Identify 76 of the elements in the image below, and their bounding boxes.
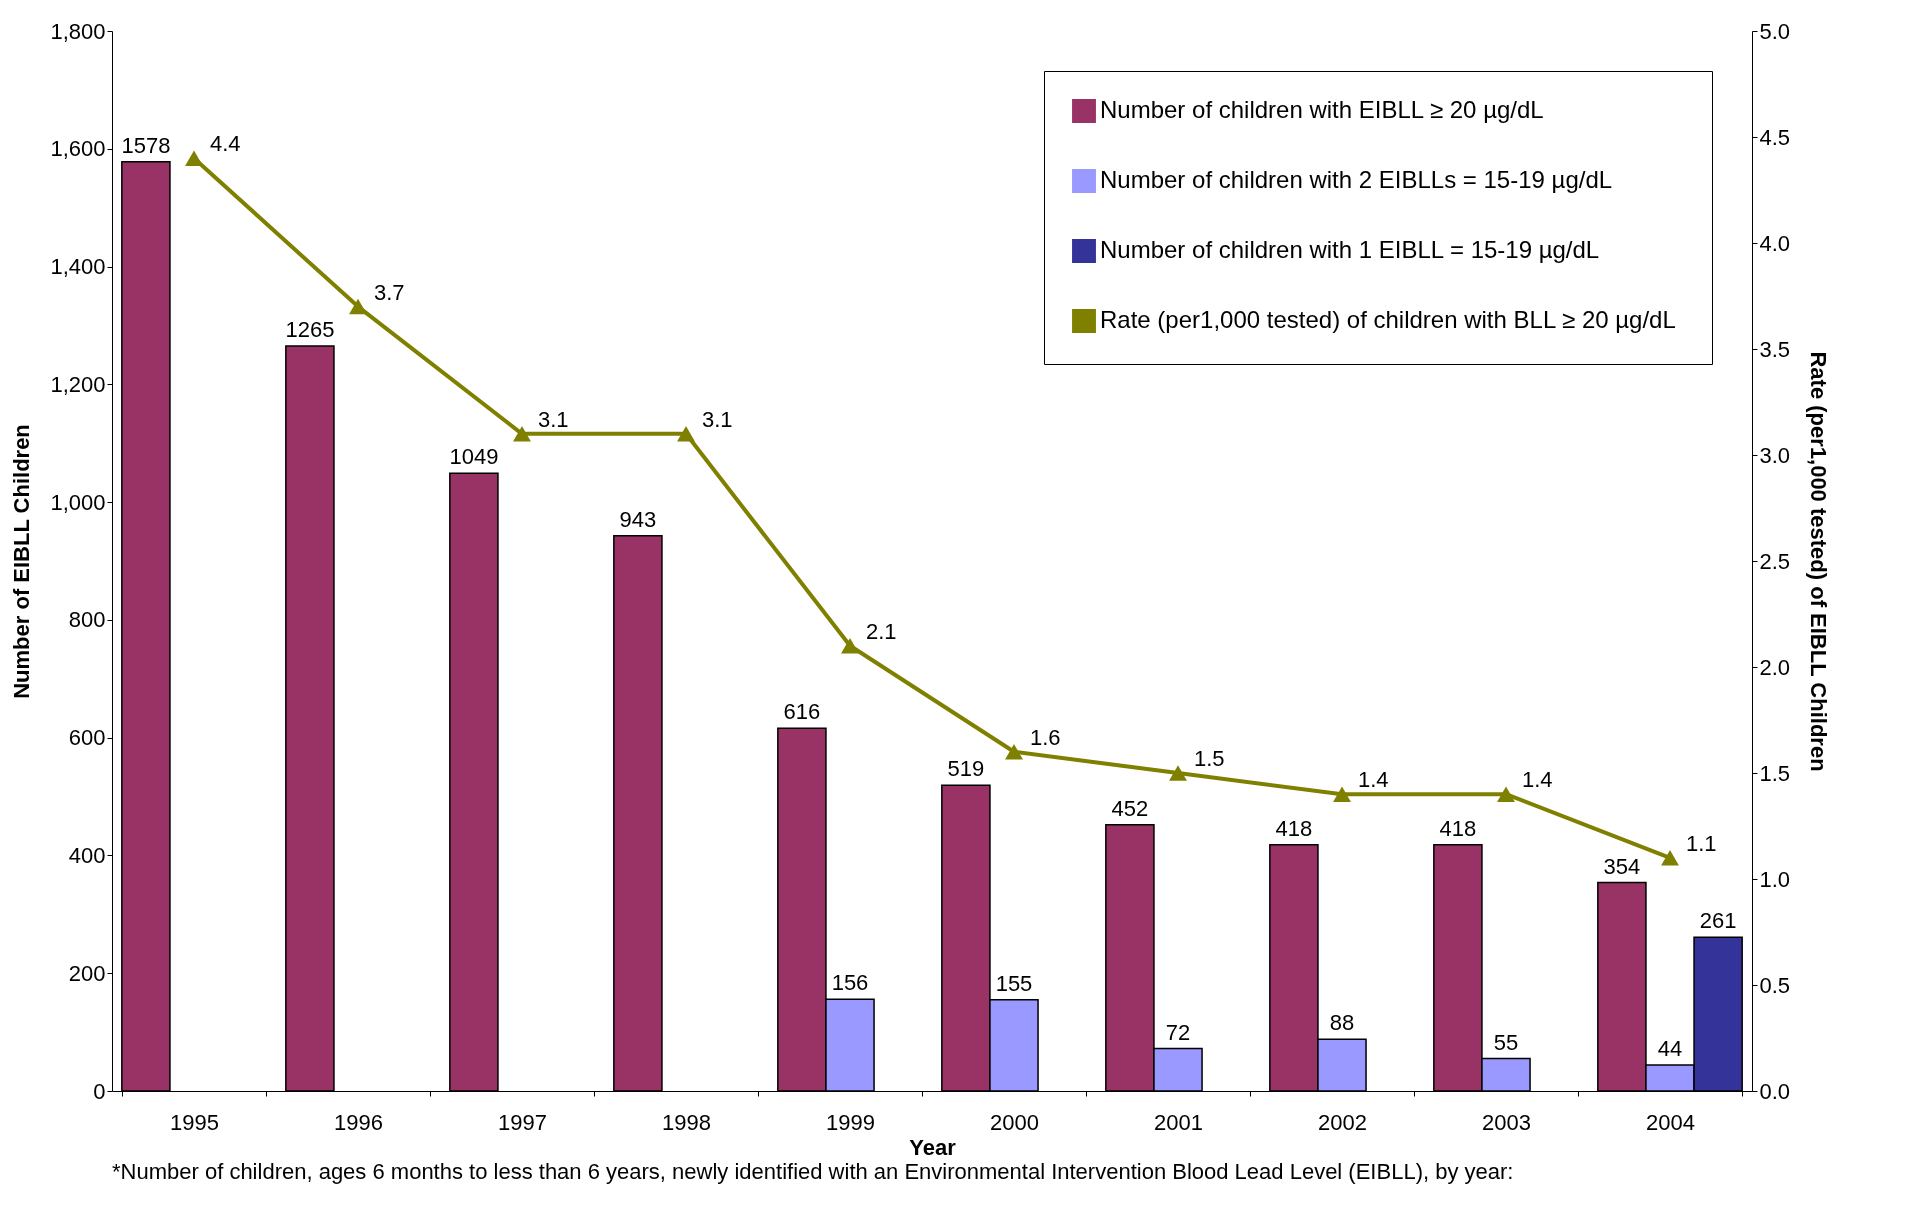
y2-tick-label: 4.0 [1759, 230, 1791, 256]
point [1005, 744, 1023, 760]
y2-tick-label: 0.0 [1759, 1078, 1791, 1104]
y2-tick-label: 2.5 [1759, 548, 1791, 574]
y-tick-label: 1,000 [50, 489, 106, 515]
data-label: 3.1 [538, 406, 569, 432]
data-label: 354 [1603, 853, 1641, 879]
data-label: 1.4 [1522, 767, 1553, 793]
data-label: 418 [1439, 815, 1477, 841]
data-label: 1265 [285, 317, 335, 343]
y2-tick-label: 5.0 [1759, 18, 1791, 44]
y2-tick-label: 3.5 [1759, 336, 1791, 362]
legend-label: Rate (per1,000 tested) of children with BLL ≥ 20 µg/dL [1100, 306, 1676, 333]
text: *Number of children, ages 6 months to less than 6 years, newly identified with an Environmental Intervention Blood Lead Level (EIBLL), by year: [112, 1159, 1514, 1184]
x-tick-label: 2001 [1154, 1109, 1203, 1135]
y2-axis-title: Rate (per1,000 tested) of EIBLL Children [1806, 351, 1832, 772]
y-tick-label: 400 [68, 842, 106, 868]
data-label: 943 [619, 506, 657, 532]
data-label: 519 [947, 756, 985, 782]
x-tick-label: 1996 [334, 1109, 383, 1135]
data-label: 616 [783, 699, 821, 725]
point [1497, 786, 1515, 802]
y2-tick-label: 0.5 [1759, 972, 1791, 998]
y2-tick-label: 3.0 [1759, 442, 1791, 468]
y2-tick-label: 1.5 [1759, 760, 1791, 786]
point [513, 426, 531, 442]
legend-label: Number of children with 1 EIBLL = 15-19 µg/dL [1100, 236, 1600, 263]
data-label: 3.7 [374, 279, 405, 305]
data-label: 155 [995, 970, 1033, 996]
data-label: 452 [1111, 795, 1149, 821]
data-label: 418 [1275, 815, 1313, 841]
y-axis-title: Number of EIBLL Children [9, 424, 35, 699]
data-label: 1049 [449, 444, 499, 470]
y2-tick-label: 2.0 [1759, 654, 1791, 680]
y-tick-label: 600 [68, 725, 106, 751]
y-tick-label: 1,600 [50, 136, 106, 162]
legend-label: Number of children with 2 EIBLLs = 15-19 µg/dL [1100, 166, 1613, 193]
data-label: 88 [1329, 1010, 1355, 1036]
point [349, 298, 367, 315]
x-tick-label: 2000 [990, 1109, 1039, 1135]
y-tick-label: 1,800 [50, 18, 106, 44]
x-tick-label: 1995 [170, 1109, 219, 1135]
data-label: 44 [1657, 1036, 1683, 1062]
x-tick-label: 2002 [1318, 1109, 1367, 1135]
point [1333, 786, 1351, 802]
point [841, 638, 859, 654]
data-label: 3.1 [702, 406, 733, 432]
x-axis-title: Year [909, 1134, 957, 1160]
y-tick-label: 200 [68, 960, 106, 986]
data-label: 1.6 [1030, 724, 1061, 750]
y-tick-label: 0 [93, 1078, 106, 1104]
point [185, 150, 203, 166]
data-label: 1578 [121, 132, 171, 158]
x-tick-label: 1997 [498, 1109, 547, 1135]
data-label: 1.4 [1358, 767, 1389, 793]
data-label: 2.1 [866, 618, 897, 644]
data-label: 55 [1493, 1029, 1519, 1055]
data-label: 4.4 [210, 131, 241, 157]
y-tick-label: 800 [68, 607, 106, 633]
point [677, 426, 695, 442]
x-tick-label: 2004 [1646, 1109, 1695, 1135]
y-tick-label: 1,400 [50, 254, 106, 280]
point [1661, 850, 1679, 866]
data-label: 1.1 [1686, 830, 1717, 856]
y2-tick-label: 1.0 [1759, 866, 1791, 892]
x-tick-label: 2003 [1482, 1109, 1531, 1135]
x-tick-label: 1999 [826, 1109, 875, 1135]
y2-tick-label: 4.5 [1759, 124, 1791, 150]
y-tick-label: 1,200 [50, 371, 106, 397]
data-label: 261 [1699, 908, 1737, 934]
legend-label: Number of children with EIBLL ≥ 20 µg/dL [1100, 96, 1544, 123]
data-label: 1.5 [1194, 746, 1225, 771]
data-label: 72 [1165, 1019, 1191, 1045]
data-label: 156 [831, 970, 869, 996]
x-tick-label: 1998 [662, 1109, 711, 1135]
point [1169, 765, 1187, 781]
